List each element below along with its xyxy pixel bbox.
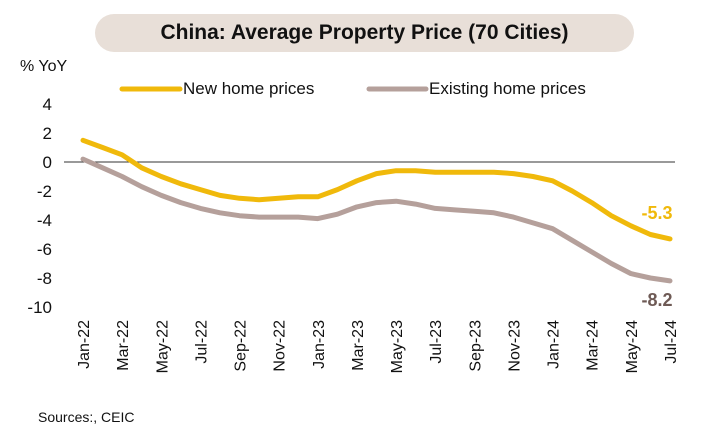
legend-label-new-home-prices: New home prices [183, 79, 314, 98]
y-tick-label: 2 [43, 124, 52, 143]
x-tick-label: Sep-23 [467, 320, 484, 372]
chart-title: China: Average Property Price (70 Cities… [95, 14, 634, 52]
y-tick-label: -10 [27, 298, 52, 317]
y-tick-label: -6 [37, 240, 52, 259]
y-tick-label: -2 [37, 182, 52, 201]
data-label-new-home-prices: -5.3 [641, 203, 672, 223]
y-axis-label: % YoY [20, 58, 68, 75]
y-tick-label: 4 [43, 95, 52, 114]
x-tick-label: Jul-22 [193, 320, 210, 364]
y-tick-label: -8 [37, 269, 52, 288]
plot-area: 4 2 0 -2 -4 -6 -8 -10 Jan-22 Mar-22 May-22 Jul-22 Se… [27, 95, 680, 373]
data-label-existing-home-prices: -8.2 [641, 290, 672, 310]
x-tick-label: Jul-23 [428, 320, 445, 364]
x-tick-label: Mar-24 [585, 320, 602, 371]
x-tick-label: Jan-22 [76, 320, 93, 369]
y-tick-label: 0 [43, 153, 52, 172]
legend: New home prices Existing home prices [119, 79, 586, 98]
source-note: Sources:, CEIC [38, 409, 135, 425]
x-tick-label: May-23 [389, 320, 406, 373]
series-line-existing-home-prices [80, 156, 673, 284]
x-tick-label: Jul-24 [663, 320, 680, 364]
legend-label-existing-home-prices: Existing home prices [429, 79, 586, 98]
x-tick-label: Mar-22 [115, 320, 132, 371]
x-tick-label: Sep-22 [233, 320, 250, 372]
x-tick-label: Nov-23 [506, 320, 523, 372]
x-tick-label: Nov-22 [272, 320, 289, 372]
x-tick-label: Mar-23 [350, 320, 367, 371]
y-tick-label: -4 [37, 211, 52, 230]
series-line-new-home-prices [80, 137, 673, 242]
x-tick-label: May-24 [624, 320, 641, 373]
x-tick-label: Jan-23 [311, 320, 328, 369]
x-tick-label: Jan-24 [546, 320, 563, 369]
x-tick-label: May-22 [154, 320, 171, 373]
